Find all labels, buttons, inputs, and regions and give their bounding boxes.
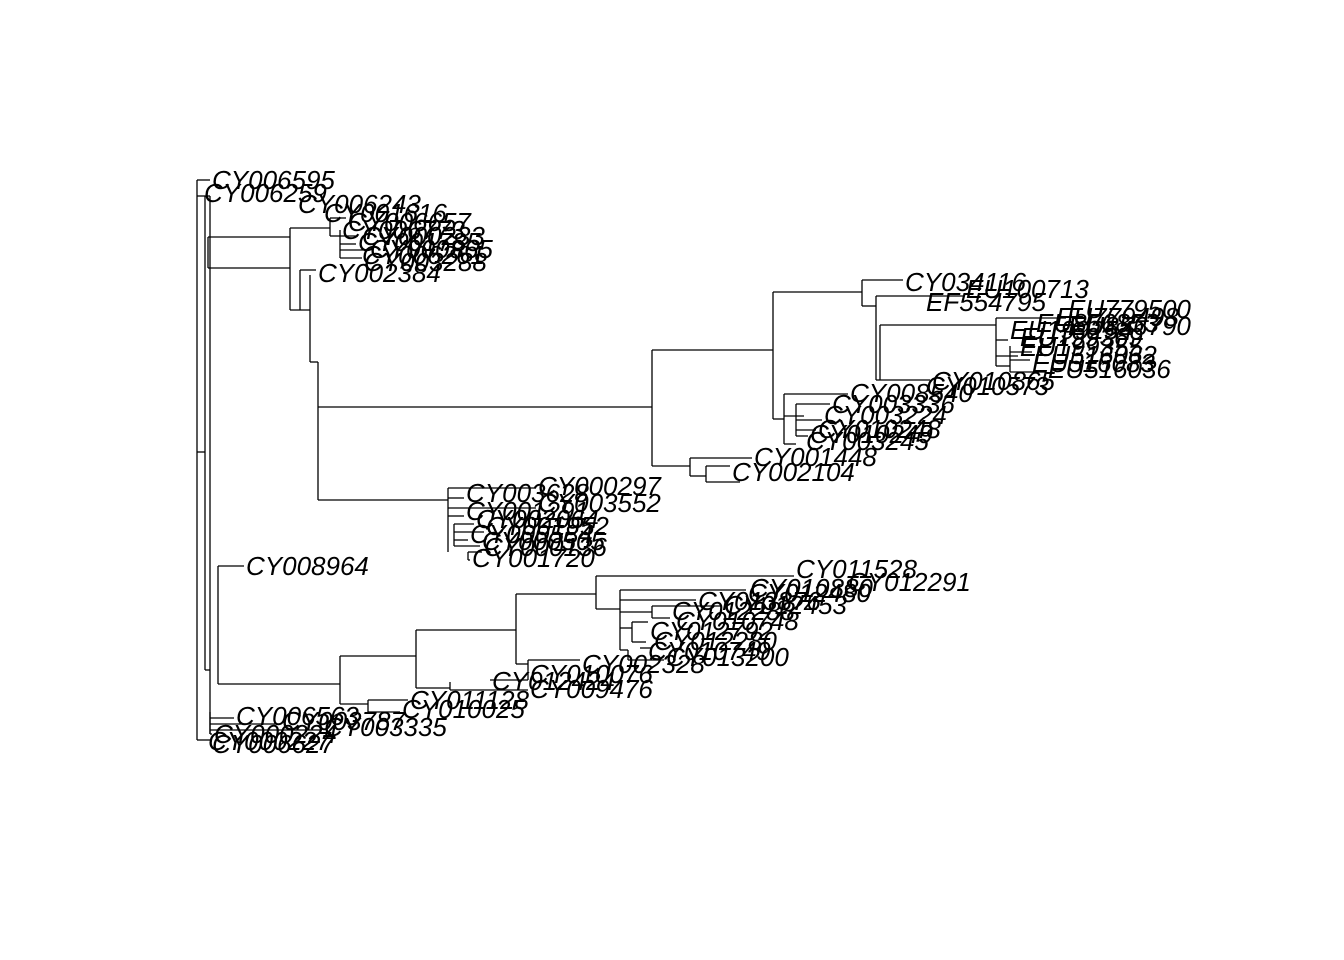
tip-label: CY006261 bbox=[362, 240, 485, 270]
tip-label: CY010249 bbox=[810, 419, 933, 449]
tip-label: CY012288 bbox=[672, 596, 795, 626]
tip-label: CY000227 bbox=[208, 726, 332, 756]
tip-label: CY006243 bbox=[298, 189, 421, 219]
tip-label: CY001616 bbox=[324, 198, 447, 228]
tree-branches bbox=[196, 179, 1066, 741]
tip-label: CY010076 bbox=[530, 659, 653, 689]
tip-label: CY010748 bbox=[676, 606, 799, 636]
tip-label: CY034116 bbox=[905, 267, 1026, 297]
tip-label: CY006657 bbox=[348, 207, 472, 237]
tip-label: CY008540 bbox=[850, 378, 973, 408]
tip-label: CY010880 bbox=[750, 573, 873, 603]
tip-label: CY010865 bbox=[932, 366, 1055, 396]
tip-label: CY003288 bbox=[364, 247, 487, 277]
tip-label: CY010025 bbox=[402, 694, 525, 724]
tip-label: CY003245 bbox=[806, 426, 929, 456]
tip-label: CY001291 bbox=[466, 496, 589, 526]
tip-label: CY003552 bbox=[538, 488, 661, 518]
tip-label: CY002064 bbox=[476, 504, 599, 534]
tip-label: CY000505 bbox=[482, 526, 605, 556]
tip-labels: CY006595CY006259CY006243CY001616CY006657… bbox=[204, 165, 1191, 759]
tip-label: CY003336 bbox=[832, 389, 955, 419]
tip-label: CY001720 bbox=[472, 543, 595, 573]
tip-label: CY013200 bbox=[666, 642, 789, 672]
tip-label: EU856790 bbox=[1068, 311, 1191, 341]
tip-label: CY001448 bbox=[754, 442, 877, 472]
tip-label: EF554795 bbox=[926, 287, 1047, 317]
tip-label: EU100713 bbox=[966, 274, 1089, 304]
tip-label: CY003335 bbox=[324, 712, 447, 742]
tip-label: CY000584 bbox=[470, 519, 593, 549]
tip-label: EU779500 bbox=[1068, 294, 1191, 324]
tip-label: CY010248 bbox=[818, 414, 941, 444]
tip-label: CY010749 bbox=[648, 636, 771, 666]
tip-label: EU199369 bbox=[1020, 322, 1143, 352]
tip-label: EU856853 bbox=[1036, 308, 1159, 338]
tip-label: EU516083 bbox=[1032, 348, 1155, 378]
tip-label: CY013876 bbox=[698, 586, 821, 616]
tip-label: CY011528 bbox=[796, 554, 917, 584]
tip-label: CY003224 bbox=[824, 400, 947, 430]
tip-label: CY006259 bbox=[204, 178, 327, 208]
tip-label: CY010573 bbox=[926, 371, 1049, 401]
tip-label: CY006627 bbox=[212, 729, 336, 759]
tip-label: CY006595 bbox=[212, 165, 335, 195]
tip-label: CY003787 bbox=[282, 706, 406, 736]
tip-label: EU199254 bbox=[1010, 315, 1133, 345]
tip-label: CY000136 bbox=[484, 532, 607, 562]
tip-label: CY000297 bbox=[538, 471, 662, 501]
tip-label: CY000224 bbox=[214, 719, 337, 749]
tip-label: CY001785 bbox=[358, 227, 481, 257]
tip-label: CY006773 bbox=[342, 215, 465, 245]
tip-label: CY012291 bbox=[848, 567, 971, 597]
tip-label: EU779498 bbox=[1056, 302, 1179, 332]
tip-label: CY006563 bbox=[236, 701, 359, 731]
tip-label: CY012792 bbox=[650, 616, 773, 646]
tip-label: EU516036 bbox=[1048, 354, 1171, 384]
tip-label: CY008964 bbox=[246, 551, 369, 581]
tip-label: CY012424 bbox=[492, 666, 615, 696]
tip-label: CY012280 bbox=[654, 626, 777, 656]
tip-label: CY002328 bbox=[582, 649, 705, 679]
tip-label: CY000233 bbox=[362, 221, 485, 251]
tip-label: CY012480 bbox=[748, 578, 871, 608]
tip-label: CY001952 bbox=[486, 511, 609, 541]
tip-label: CY012453 bbox=[724, 590, 847, 620]
tip-label: EU516062 bbox=[1034, 340, 1157, 370]
tip-label: CY000865 bbox=[370, 234, 493, 264]
tip-label: CY002104 bbox=[732, 457, 855, 487]
tip-label: CY009476 bbox=[530, 674, 653, 704]
tip-label: CY003628 bbox=[466, 478, 589, 508]
tip-label: CY002384 bbox=[318, 258, 441, 288]
tip-label: CY011128 bbox=[410, 685, 530, 715]
tip-label: EU199355 bbox=[1020, 332, 1143, 362]
